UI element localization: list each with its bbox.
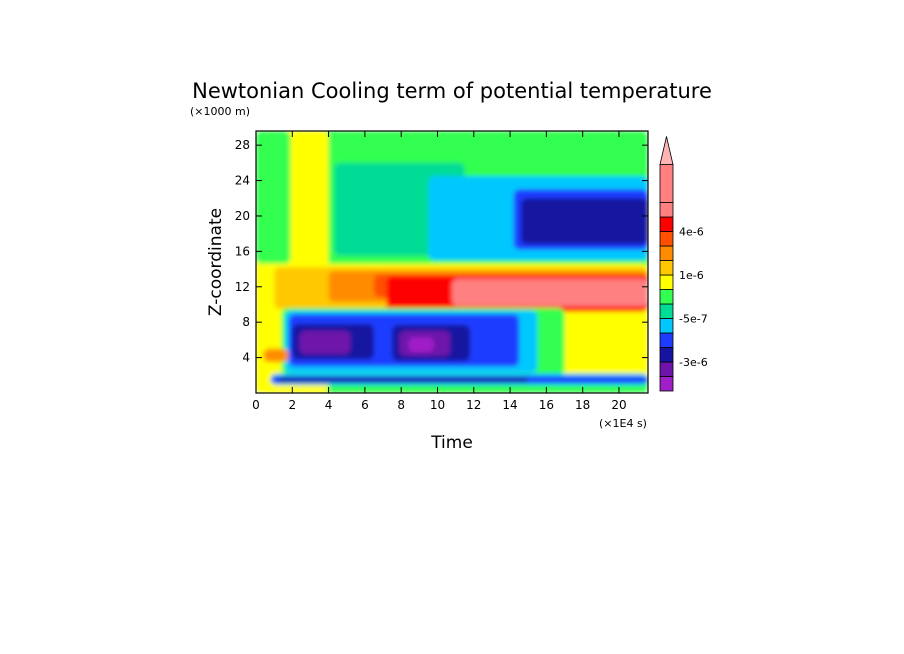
- y-axis-label: Z-coordinate: [206, 208, 226, 316]
- contour-region: [277, 377, 529, 383]
- colorbar-label: 4e-6: [679, 226, 704, 239]
- x-tick-label: 2: [288, 398, 296, 412]
- colorbar-segment: [659, 376, 674, 392]
- plot-frame: [255, 130, 649, 394]
- y-tick-label: 8: [242, 315, 250, 329]
- contour-region: [299, 331, 351, 355]
- colorbar-segment: [659, 164, 674, 203]
- y-tick-label: 20: [235, 209, 250, 223]
- y-tick-label: 12: [235, 280, 250, 294]
- colorbar: 4e-6 1e-6 -5e-7 -3e-6: [659, 136, 708, 392]
- colorbar-segment: [659, 303, 674, 319]
- colorbar-extend-arrow: [659, 136, 674, 165]
- x-tick-label: 12: [466, 398, 481, 412]
- heatmap-field: [256, 131, 648, 393]
- colorbar-label: -5e-7: [679, 313, 708, 326]
- x-tick-label: 20: [611, 398, 626, 412]
- colorbar-segment: [659, 202, 674, 218]
- x-tick-label: 14: [502, 398, 517, 412]
- y-tick-label: 16: [235, 244, 250, 258]
- colorbar-segment: [659, 274, 674, 290]
- colorbar-label: -3e-6: [679, 356, 708, 369]
- contour-region: [256, 131, 291, 264]
- y-tick-label: 24: [235, 174, 250, 188]
- colorbar-label: 1e-6: [679, 269, 704, 282]
- x-tick-label: 10: [430, 398, 445, 412]
- x-axis-label: Time: [430, 433, 473, 453]
- chart-title: Newtonian Cooling term of potential temp…: [192, 79, 712, 103]
- y-unit-label: (×1000 m): [190, 105, 250, 118]
- colorbar-segment: [659, 289, 674, 305]
- contour-region: [408, 337, 434, 353]
- contour-region: [452, 278, 648, 307]
- colorbar-segment: [659, 231, 674, 247]
- x-unit-label: (×1E4 s): [599, 417, 647, 430]
- colorbar-segment: [659, 245, 674, 261]
- colorbar-segment: [659, 361, 674, 377]
- x-tick-label: 4: [325, 398, 333, 412]
- x-tick-label: 8: [397, 398, 405, 412]
- y-tick-label: 4: [242, 351, 250, 365]
- colorbar-segment: [659, 332, 674, 348]
- colorbar-segment: [659, 318, 674, 334]
- contour-region: [520, 198, 648, 245]
- contour-region: [263, 348, 289, 363]
- y-tick-label: 28: [235, 138, 250, 152]
- x-tick-label: 16: [539, 398, 554, 412]
- x-tick-label: 18: [575, 398, 590, 412]
- colorbar-segment: [659, 347, 674, 363]
- y-axis: 4 8 12 16 20 24 28: [235, 138, 648, 365]
- colorbar-segment: [659, 216, 674, 232]
- colorbar-segment: [659, 260, 674, 276]
- x-tick-label: 6: [361, 398, 369, 412]
- x-tick-label: 0: [252, 398, 260, 412]
- x-axis: 0 2 4 6 8 10 12 14 16 18 20: [252, 131, 627, 412]
